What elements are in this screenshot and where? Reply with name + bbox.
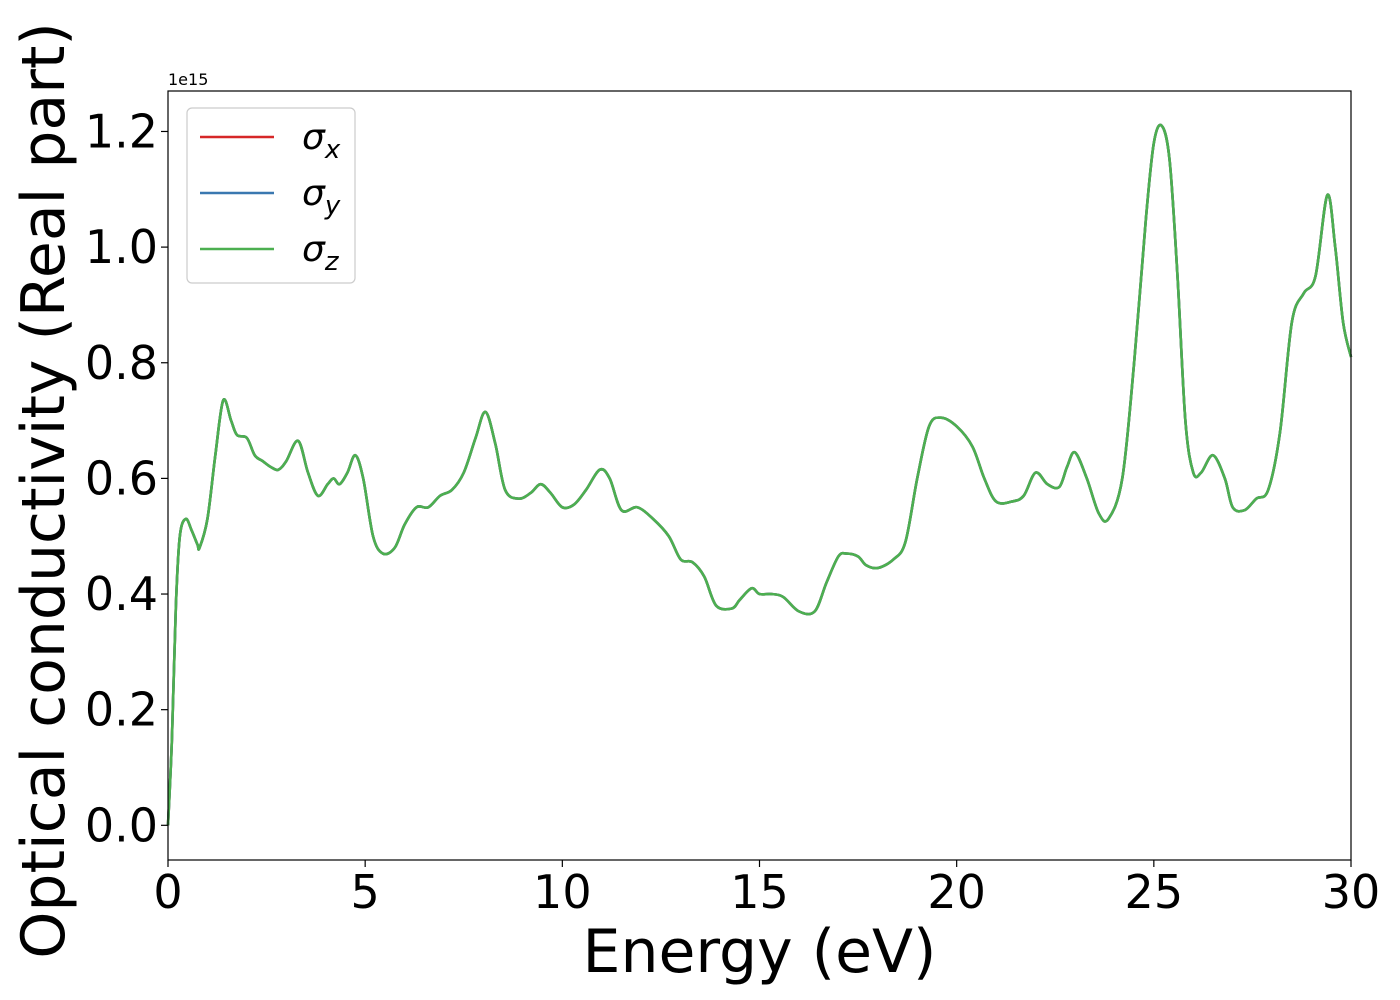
y-tick-label: 0.4 xyxy=(85,567,158,621)
y-tick-label: 1.0 xyxy=(85,220,158,274)
y-tick-label: 0.8 xyxy=(85,336,158,390)
y-axis-ticks: 0.0 0.2 0.4 0.6 0.8 1.0 1.2 xyxy=(85,104,168,852)
y-tick-label: 1.2 xyxy=(85,104,158,158)
y-tick-label: 0.6 xyxy=(85,451,158,505)
legend: σx σy σz xyxy=(186,107,356,284)
legend-label-y: σy xyxy=(302,173,341,221)
plot-lines xyxy=(166,123,1353,826)
x-tick-label: 0 xyxy=(153,865,182,919)
series-line-z xyxy=(166,123,1353,826)
legend-label-z: σz xyxy=(302,229,340,277)
y-axis-offset-label: 1e15 xyxy=(168,70,208,89)
y-tick-label: 0.0 xyxy=(85,798,158,852)
x-axis-label: Energy (eV) xyxy=(583,917,937,987)
x-tick-label: 15 xyxy=(730,865,789,919)
y-axis-label: Optical conductivity (Real part) xyxy=(9,22,79,959)
legend-label-x: σx xyxy=(302,117,341,165)
x-tick-label: 25 xyxy=(1125,865,1184,919)
y-tick-label: 0.2 xyxy=(85,683,158,737)
legend-box xyxy=(186,107,356,284)
x-axis-ticks: 0 5 10 15 20 25 30 xyxy=(153,860,1380,919)
x-tick-label: 10 xyxy=(533,865,592,919)
x-tick-label: 20 xyxy=(927,865,986,919)
x-tick-label: 30 xyxy=(1322,865,1381,919)
x-tick-label: 5 xyxy=(351,865,380,919)
